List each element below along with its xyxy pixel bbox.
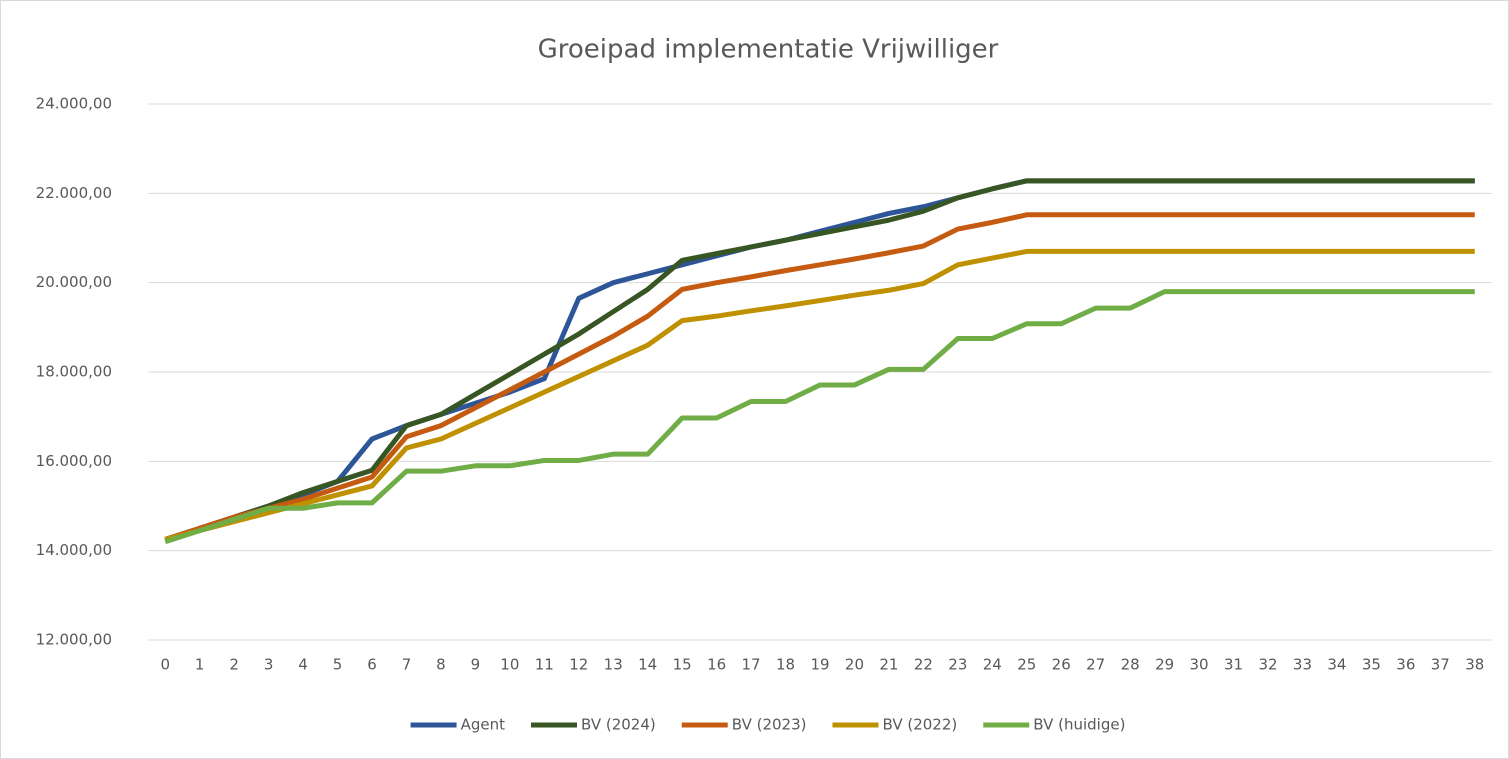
x-tick-label: 32 — [1258, 656, 1277, 674]
x-tick-label: 16 — [707, 656, 726, 674]
x-tick-label: 14 — [638, 656, 657, 674]
x-tick-label: 5 — [333, 656, 343, 674]
y-tick-label: 22.000,00 — [36, 184, 112, 202]
y-tick-label: 20.000,00 — [36, 273, 112, 291]
x-tick-label: 10 — [500, 656, 519, 674]
x-tick-label: 3 — [264, 656, 274, 674]
legend-label: BV (2023) — [732, 716, 807, 734]
x-tick-label: 23 — [948, 656, 967, 674]
y-tick-label: 14.000,00 — [36, 541, 112, 559]
x-tick-label: 19 — [810, 656, 829, 674]
x-tick-label: 20 — [845, 656, 864, 674]
y-tick-label: 18.000,00 — [36, 363, 112, 381]
x-tick-label: 11 — [535, 656, 554, 674]
x-tick-label: 4 — [298, 656, 308, 674]
x-tick-label: 25 — [1017, 656, 1036, 674]
y-tick-label: 12.000,00 — [36, 631, 112, 649]
x-tick-label: 29 — [1155, 656, 1174, 674]
legend-label: BV (2024) — [581, 716, 656, 734]
y-tick-label: 24.000,00 — [36, 95, 112, 113]
legend-label: BV (2022) — [882, 716, 957, 734]
x-tick-label: 27 — [1086, 656, 1105, 674]
x-tick-label: 38 — [1465, 656, 1484, 674]
x-tick-label: 35 — [1362, 656, 1381, 674]
x-tick-label: 28 — [1121, 656, 1140, 674]
x-tick-label: 33 — [1293, 656, 1312, 674]
y-tick-label: 16.000,00 — [36, 452, 112, 470]
x-tick-label: 18 — [776, 656, 795, 674]
series-line — [164, 178, 1475, 542]
x-tick-label: 6 — [367, 656, 377, 674]
x-tick-label: 12 — [569, 656, 588, 674]
series-line — [164, 212, 1475, 542]
x-tick-label: 26 — [1052, 656, 1071, 674]
x-tick-label: 31 — [1224, 656, 1243, 674]
x-tick-label: 37 — [1431, 656, 1450, 674]
chart-title: Groeipad implementatie Vrijwilliger — [538, 35, 999, 65]
x-tick-label: 17 — [742, 656, 761, 674]
x-tick-label: 8 — [436, 656, 446, 674]
x-tick-label: 30 — [1190, 656, 1209, 674]
legend-label: Agent — [461, 716, 506, 734]
x-tick-label: 7 — [402, 656, 412, 674]
x-tick-label: 15 — [673, 656, 692, 674]
x-tick-label: 9 — [471, 656, 481, 674]
x-tick-label: 21 — [879, 656, 898, 674]
series-line — [164, 248, 1475, 542]
series-line — [164, 289, 1475, 545]
x-tick-label: 0 — [160, 656, 170, 674]
x-tick-label: 2 — [229, 656, 239, 674]
x-tick-label: 24 — [983, 656, 1002, 674]
x-tick-label: 22 — [914, 656, 933, 674]
x-tick-label: 36 — [1396, 656, 1415, 674]
x-tick-label: 1 — [195, 656, 205, 674]
legend-label: BV (huidige) — [1033, 716, 1125, 734]
x-tick-label: 34 — [1327, 656, 1346, 674]
x-tick-label: 13 — [604, 656, 623, 674]
